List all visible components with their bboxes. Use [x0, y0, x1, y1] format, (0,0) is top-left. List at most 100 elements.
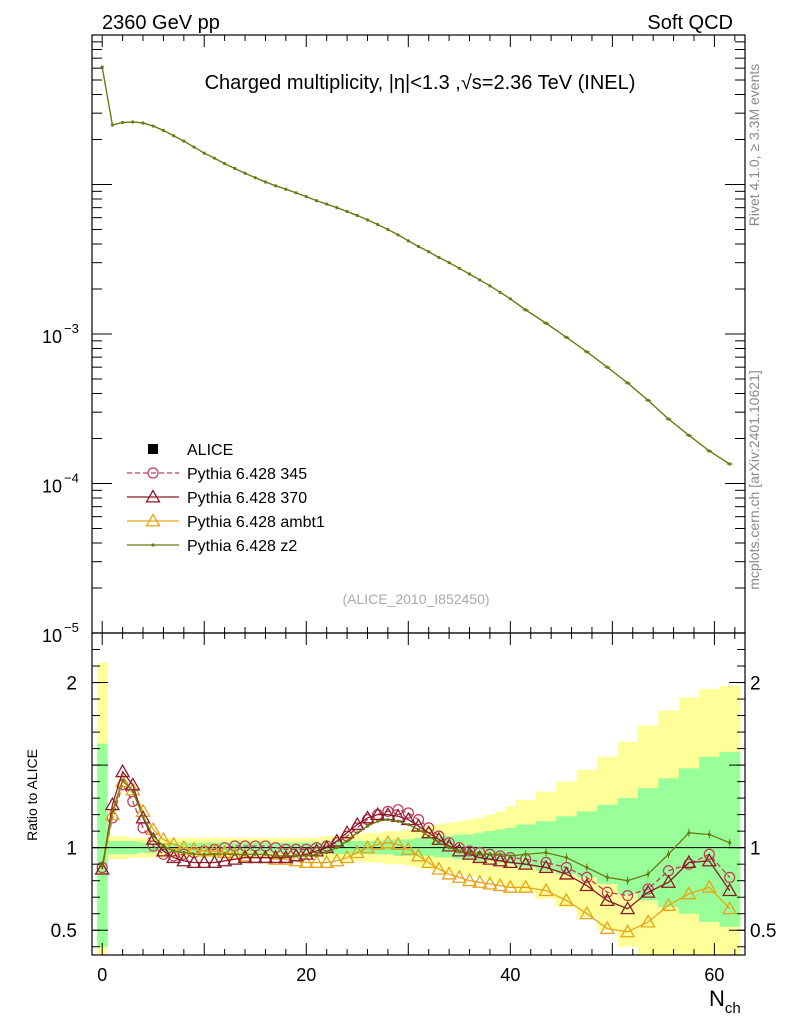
data-point — [467, 272, 472, 276]
data-point — [666, 417, 671, 421]
data-point — [492, 853, 508, 867]
stat-band-bin — [413, 837, 425, 856]
legend-label: ALICE — [187, 442, 233, 459]
data-point — [544, 321, 548, 325]
data-point — [298, 846, 314, 860]
data-point — [508, 297, 512, 301]
data-point — [681, 854, 697, 869]
data-point — [581, 871, 593, 883]
data-point — [620, 924, 636, 938]
data-point — [263, 180, 268, 184]
data-point — [728, 841, 732, 845]
ratio-y-tick-label: 2 — [66, 674, 77, 695]
data-point — [182, 851, 186, 855]
ratio-y-tick-label: 2 — [750, 674, 761, 695]
data-point — [172, 849, 176, 853]
data-point — [660, 897, 677, 911]
ratio-y-tick-label: 0.5 — [750, 921, 776, 942]
data-point — [558, 866, 575, 880]
data-point — [253, 176, 257, 180]
ratio-series-layer — [92, 763, 745, 938]
stat-band-bin — [597, 804, 618, 884]
data-point — [192, 145, 196, 149]
data-point — [233, 852, 237, 856]
data-point — [304, 854, 308, 858]
data-point — [196, 854, 212, 869]
chart-title: Charged multiplicity, |η|<1.3 ,√s=2.36 T… — [205, 72, 636, 94]
data-point — [304, 194, 308, 199]
data-point — [518, 856, 534, 870]
x-tick-label: 60 — [704, 965, 724, 985]
data-point — [502, 854, 518, 869]
data-point — [274, 854, 278, 858]
data-point — [640, 884, 656, 898]
data-point — [365, 218, 370, 222]
data-point — [400, 841, 416, 855]
data-point — [701, 853, 717, 867]
data-point — [376, 819, 380, 823]
data-point — [319, 854, 335, 869]
data-point — [329, 833, 345, 847]
data-point — [335, 846, 339, 850]
header-left-label: 2360 GeV pp — [102, 12, 220, 34]
side-label-top: Rivet 4.1.0, ≥ 3.3M events — [746, 64, 762, 227]
data-point — [585, 865, 589, 870]
data-point — [145, 513, 161, 527]
data-point — [125, 782, 141, 796]
data-point — [345, 839, 349, 843]
data-point — [564, 855, 569, 860]
data-point — [294, 854, 298, 858]
data-point — [579, 877, 595, 892]
stat-band-bin — [382, 839, 394, 855]
data-point — [355, 831, 359, 835]
data-point — [396, 819, 400, 823]
data-point — [263, 852, 268, 856]
data-point — [217, 844, 233, 859]
data-point — [257, 849, 274, 864]
data-point — [599, 920, 615, 935]
data-point — [646, 872, 650, 876]
data-point — [349, 816, 365, 831]
ratio-y-axis-label: Ratio to ALICE — [24, 749, 40, 841]
data-point — [620, 900, 636, 915]
data-point — [298, 854, 314, 869]
data-point — [579, 905, 595, 920]
data-point — [396, 233, 400, 237]
data-point — [560, 861, 573, 874]
data-point — [227, 851, 243, 865]
main-series-line — [101, 66, 731, 465]
data-point — [518, 879, 534, 893]
data-point — [482, 876, 498, 890]
legend-label: Pythia 6.428 z2 — [187, 538, 297, 555]
data-point — [155, 843, 172, 857]
data-point — [110, 123, 115, 127]
data-point — [237, 849, 253, 864]
data-point — [622, 889, 634, 902]
data-point — [166, 836, 182, 850]
data-point — [524, 308, 528, 312]
data-point — [701, 879, 717, 893]
data-point — [288, 848, 304, 862]
data-point — [728, 462, 732, 466]
data-point — [488, 284, 492, 288]
data-point — [370, 836, 386, 850]
data-point — [437, 841, 441, 845]
data-point — [703, 848, 715, 860]
y-tick-label: 10 — [42, 626, 62, 646]
data-point — [110, 809, 115, 813]
x-tick-label: 40 — [500, 965, 520, 985]
data-point — [243, 852, 247, 856]
data-point — [104, 806, 121, 821]
data-point — [457, 849, 461, 853]
data-point — [376, 222, 380, 227]
data-point — [325, 851, 329, 855]
data-point — [498, 290, 502, 294]
data-point — [478, 852, 482, 856]
data-point — [294, 191, 298, 195]
data-point — [335, 206, 339, 210]
stat-band-bin — [505, 827, 516, 865]
stat-band-bin — [576, 811, 598, 878]
main-series-layer — [100, 65, 733, 466]
data-point — [707, 832, 711, 837]
data-point — [427, 250, 431, 254]
